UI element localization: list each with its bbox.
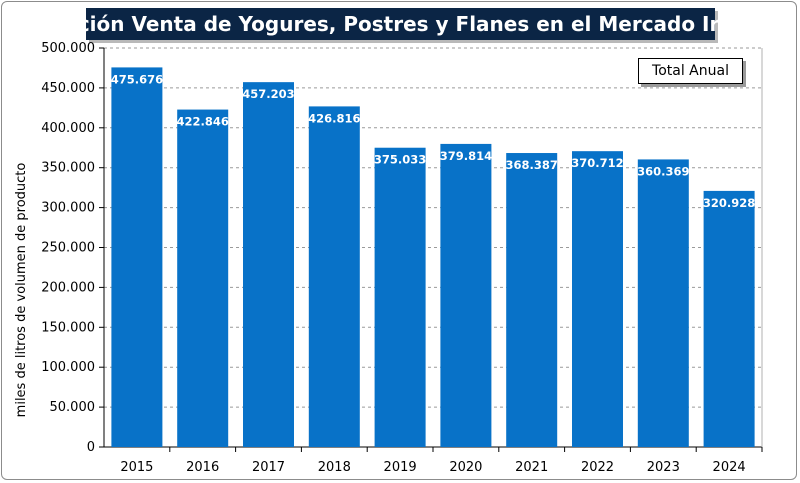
bar — [703, 190, 755, 447]
data-label: 368.387 — [506, 158, 558, 172]
x-tick-label: 2015 — [120, 460, 153, 475]
y-tick-label: 150.000 — [41, 320, 95, 335]
x-tick-label: 2020 — [449, 460, 482, 475]
bars — [111, 67, 755, 448]
y-tick-label: 500.000 — [41, 41, 95, 56]
y-tick-label: 300.000 — [41, 201, 95, 216]
y-tick-label: 50.000 — [50, 400, 96, 415]
y-tick-label: 350.000 — [41, 161, 95, 176]
y-axis-label: miles de litros de volumen de producto — [14, 163, 29, 418]
y-tick-labels: 0 50.000 100.000 150.000 200.000 250.000 300.0… — [41, 41, 95, 455]
x-tick-label: 2019 — [384, 460, 417, 475]
chart-title: Evolución Venta de Yogures, Postres y Fl… — [16, 8, 785, 40]
data-label: 370.712 — [571, 156, 623, 170]
data-label: 457.203 — [242, 87, 294, 101]
y-tick-label: 400.000 — [41, 121, 95, 136]
x-tick-label: 2021 — [515, 460, 548, 475]
bar — [243, 82, 294, 447]
y-tick-label: 450.000 — [41, 81, 95, 96]
data-label: 320.928 — [703, 196, 755, 210]
legend: Total Anual — [638, 58, 743, 84]
y-tick-label: 250.000 — [41, 241, 95, 256]
y-tick-label: 100.000 — [41, 360, 95, 375]
data-label: 379.814 — [440, 149, 492, 163]
bar — [506, 153, 558, 448]
bar — [177, 109, 229, 447]
y-tick-label: 200.000 — [41, 280, 95, 295]
x-tick-label: 2017 — [252, 460, 285, 475]
x-tick-label: 2018 — [318, 460, 351, 475]
x-tick-label: 2023 — [647, 460, 680, 475]
bar — [572, 151, 623, 448]
data-labels: 475.676 422.846 457.203 426.816 375.033 379.8… — [111, 72, 756, 209]
data-label: 475.676 — [111, 72, 163, 86]
bar — [111, 67, 163, 447]
data-label: 426.816 — [308, 111, 360, 125]
x-tick-label: 2022 — [581, 460, 614, 475]
bar — [440, 143, 492, 447]
bar — [374, 147, 426, 447]
data-label: 422.846 — [177, 115, 229, 129]
x-tick-labels: 2015 2016 2017 2018 2019 2020 2021 2022 2023 2024 — [120, 460, 745, 475]
x-tick-label: 2024 — [713, 460, 746, 475]
y-tick-label: 0 — [87, 440, 95, 455]
bar — [308, 106, 360, 448]
data-label: 360.369 — [637, 164, 689, 178]
data-label: 375.033 — [374, 153, 426, 167]
x-tick-label: 2016 — [186, 460, 219, 475]
bar — [637, 159, 689, 447]
